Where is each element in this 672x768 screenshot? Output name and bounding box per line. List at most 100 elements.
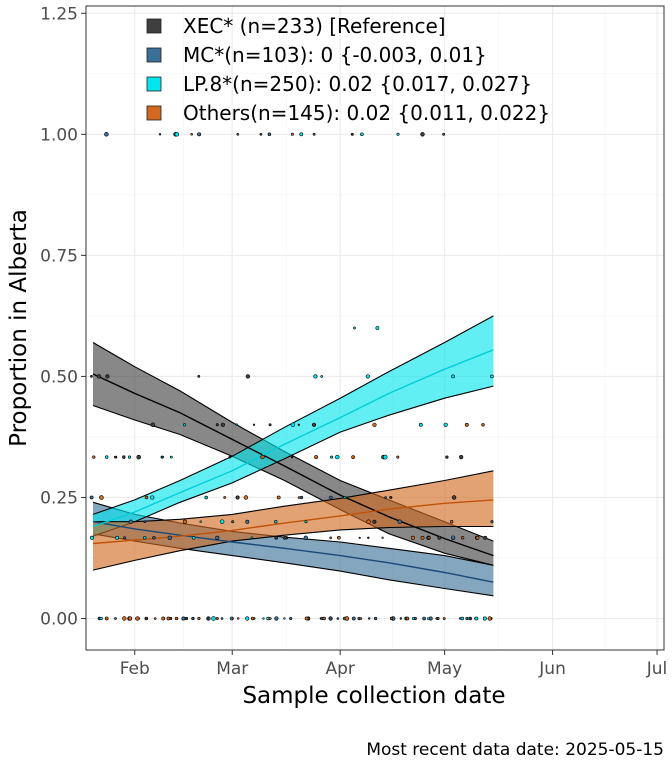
observed-point <box>262 617 265 620</box>
y-tick-label: 1.00 <box>40 125 78 145</box>
x-axis-title: Sample collection date <box>242 683 505 709</box>
observed-point <box>215 423 219 427</box>
observed-point <box>161 616 166 621</box>
observed-point <box>360 132 364 137</box>
observed-point <box>150 495 155 500</box>
observed-point <box>260 455 265 460</box>
observed-point <box>290 132 294 136</box>
observed-point <box>144 495 149 500</box>
observed-point <box>335 454 340 460</box>
observed-point <box>303 535 308 540</box>
observed-point <box>351 455 355 459</box>
observed-point <box>358 536 361 539</box>
observed-point <box>99 616 103 621</box>
observed-point <box>283 617 286 620</box>
observed-point <box>284 536 287 539</box>
legend-label: LP.8*(n=250): 0.02 {0.017, 0.027} <box>183 72 532 96</box>
observed-point <box>274 520 278 524</box>
observed-point <box>135 616 140 621</box>
observed-point <box>136 454 141 460</box>
observed-point <box>329 495 333 500</box>
y-tick-label: 1.25 <box>40 4 78 24</box>
legend-key <box>146 47 162 63</box>
observed-point <box>267 132 272 137</box>
observed-point <box>92 455 96 459</box>
observed-point <box>450 535 456 541</box>
observed-point <box>174 132 179 137</box>
observed-point <box>397 519 402 524</box>
observed-point <box>104 455 109 459</box>
observed-point <box>89 535 95 540</box>
observed-point <box>314 455 319 460</box>
fit-line <box>92 373 494 557</box>
y-tick-label: 0.00 <box>40 610 78 630</box>
observed-point <box>299 132 304 137</box>
observed-point <box>365 374 370 379</box>
observed-point <box>89 495 94 500</box>
observed-point <box>128 519 133 524</box>
observed-point <box>268 423 272 427</box>
observed-point <box>290 455 294 459</box>
observed-point <box>199 520 202 523</box>
observed-point <box>211 616 216 621</box>
observed-point <box>236 133 240 136</box>
observed-point <box>436 617 440 620</box>
observed-point <box>450 520 454 524</box>
observed-point <box>487 616 492 621</box>
band-upper-edge <box>93 470 494 523</box>
observed-point <box>123 536 127 540</box>
observed-point <box>464 422 469 427</box>
observed-point <box>152 536 156 540</box>
observed-point <box>274 616 279 621</box>
observed-point <box>322 616 326 621</box>
observed-point <box>268 617 272 620</box>
observed-point <box>384 496 387 499</box>
observed-point <box>490 520 494 524</box>
y-tick-label: 0.75 <box>40 246 78 266</box>
observed-point <box>313 374 318 379</box>
observed-point <box>482 616 487 621</box>
observed-point <box>330 455 334 459</box>
observed-point <box>375 326 380 330</box>
observed-point <box>191 617 195 620</box>
observed-point <box>127 455 132 459</box>
observed-point <box>290 422 296 428</box>
observed-point <box>460 616 465 621</box>
x-tick-label: Mar <box>216 659 248 679</box>
observed-point <box>304 616 309 621</box>
observed-point <box>231 617 234 620</box>
observed-point <box>481 423 485 427</box>
observed-point <box>445 455 449 459</box>
legend-label: MC*(n=103): 0 {-0.003, 0.01} <box>183 43 487 67</box>
observed-point <box>143 520 147 524</box>
observed-point <box>245 616 250 621</box>
observed-point <box>220 617 224 620</box>
observed-point <box>350 132 354 136</box>
band-lower-edge <box>92 525 494 571</box>
observed-point <box>367 617 371 620</box>
observed-point <box>113 455 117 459</box>
confidence-band <box>93 470 494 571</box>
observed-point <box>181 616 186 621</box>
observed-point <box>396 132 400 136</box>
observed-point <box>372 422 377 427</box>
observed-point <box>243 495 249 500</box>
observed-point <box>312 132 316 136</box>
observed-point <box>442 132 446 136</box>
observed-point <box>104 132 109 137</box>
observed-point <box>396 455 400 459</box>
observed-point <box>220 422 226 427</box>
observed-point <box>245 374 251 379</box>
observed-point <box>474 616 479 621</box>
observed-point <box>207 617 210 620</box>
observed-point <box>204 495 208 500</box>
observed-point <box>252 423 256 426</box>
observed-point <box>320 375 324 378</box>
observed-point <box>114 617 117 620</box>
observed-point <box>297 496 301 499</box>
observed-point <box>115 535 120 540</box>
x-tick-label: May <box>427 659 462 679</box>
fit-line <box>92 349 494 528</box>
x-tick-label: Feb <box>120 659 150 679</box>
observed-point <box>381 536 384 539</box>
